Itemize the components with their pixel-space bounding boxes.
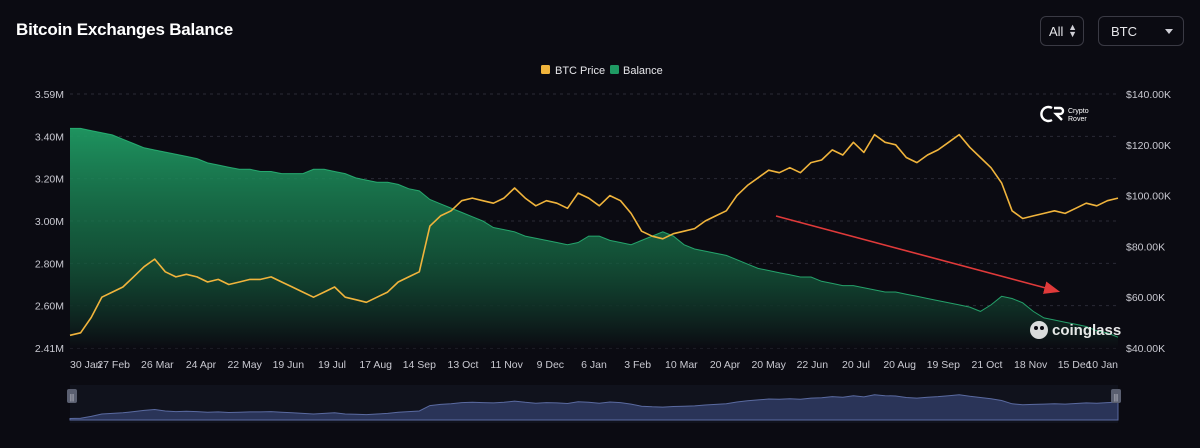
y-right-tick-label: $60.00K <box>1126 292 1165 304</box>
x-tick-label: 22 May <box>227 359 262 371</box>
coinglass-text: coinglass <box>1052 322 1121 339</box>
range-select-value: All <box>1049 23 1064 39</box>
asset-select[interactable]: BTC <box>1098 16 1184 46</box>
grip-icon: || <box>70 393 74 402</box>
crypto-rover-icon <box>1040 105 1065 123</box>
y-left-tick-label: 2.80M <box>35 258 64 270</box>
btc-price-path <box>69 133 1119 337</box>
page-title: Bitcoin Exchanges Balance <box>16 20 234 39</box>
x-tick-label: 13 Oct <box>448 359 479 371</box>
coinglass-logo-icon <box>1030 321 1048 339</box>
sort-updown-icon: ▲ ▼ <box>1068 22 1077 39</box>
crypto-rover-text-2: Rover <box>1068 116 1087 123</box>
x-tick-label: 10 Mar <box>665 359 698 371</box>
x-tick-label: 9 Dec <box>537 359 564 371</box>
y-left-tick-label: 3.59M <box>35 89 64 101</box>
y-right-tick-label: $120.00K <box>1126 140 1171 152</box>
x-tick-label: 24 Apr <box>186 359 217 371</box>
crypto-rover-text-1: Crypto <box>1068 108 1089 115</box>
x-tick-label: 20 Apr <box>710 359 741 371</box>
navigator[interactable]: || || <box>67 385 1121 423</box>
balance-area-fill <box>70 128 1118 348</box>
crypto-rover-logo: Crypto Rover <box>1040 105 1089 123</box>
x-tick-label: 20 Jul <box>842 359 870 371</box>
navigator-series <box>69 394 1119 421</box>
y-axis-left: 3.59M 3.40M 3.20M 3.00M 2.80M 2.60M 2.41M <box>35 89 64 355</box>
x-tick-label: 11 Nov <box>490 359 523 371</box>
x-tick-label: 14 Sep <box>403 359 436 371</box>
chevron-down-icon <box>1165 29 1173 34</box>
y-left-tick-label: 3.40M <box>35 131 64 143</box>
asset-select-value: BTC <box>1111 23 1137 39</box>
x-tick-label: 15 Dec <box>1058 359 1091 371</box>
x-tick-label: 19 Sep <box>927 359 960 371</box>
y-right-tick-label: $40.00K <box>1126 343 1165 355</box>
balance-line <box>70 127 1119 338</box>
x-tick-label: 10 Jan <box>1086 359 1118 371</box>
chart-header: Bitcoin Exchanges Balance All ▲ ▼ BTC <box>0 0 1200 60</box>
y-left-tick-label: 2.41M <box>35 343 64 355</box>
navigator-handle-left[interactable] <box>67 389 77 403</box>
x-tick-label: 19 Jun <box>273 359 305 371</box>
x-tick-label: 17 Aug <box>359 359 392 371</box>
x-tick-label: 21 Oct <box>972 359 1003 371</box>
x-tick-label: 30 Jan <box>70 359 102 371</box>
balance-area <box>70 127 1119 348</box>
coinglass-watermark: coinglass <box>1030 321 1121 339</box>
y-left-tick-label: 2.60M <box>35 301 64 313</box>
y-left-tick-label: 3.20M <box>35 174 64 186</box>
x-tick-label: 27 Feb <box>97 359 130 371</box>
legend-label-btc-price[interactable]: BTC Price <box>555 65 605 77</box>
x-tick-label: 3 Feb <box>624 359 651 371</box>
range-select[interactable]: All ▲ ▼ <box>1040 16 1084 46</box>
x-tick-label: 19 Jul <box>318 359 346 371</box>
legend-swatch-btc-price <box>541 65 550 74</box>
x-tick-label: 20 Aug <box>883 359 916 371</box>
legend: BTC Price Balance <box>541 65 663 77</box>
x-tick-label: 18 Nov <box>1014 359 1048 371</box>
x-tick-label: 26 Mar <box>141 359 174 371</box>
x-tick-label: 6 Jan <box>581 359 607 371</box>
grip-icon: || <box>1114 393 1118 402</box>
navigator-handle-right[interactable] <box>1111 389 1121 403</box>
y-axis-right: $140.00K $120.00K $100.00K $80.00K $60.00K $4… <box>1126 89 1171 355</box>
x-tick-label: 22 Jun <box>797 359 829 371</box>
y-right-tick-label: $140.00K <box>1126 89 1171 101</box>
y-right-tick-label: $80.00K <box>1126 241 1165 253</box>
trend-arrow <box>775 215 1061 294</box>
y-right-tick-label: $100.00K <box>1126 191 1171 203</box>
x-tick-label: 20 May <box>751 359 786 371</box>
btc-price-line <box>69 133 1119 337</box>
y-left-tick-label: 3.00M <box>35 216 64 228</box>
legend-swatch-balance <box>610 65 619 74</box>
legend-label-balance[interactable]: Balance <box>623 65 663 77</box>
